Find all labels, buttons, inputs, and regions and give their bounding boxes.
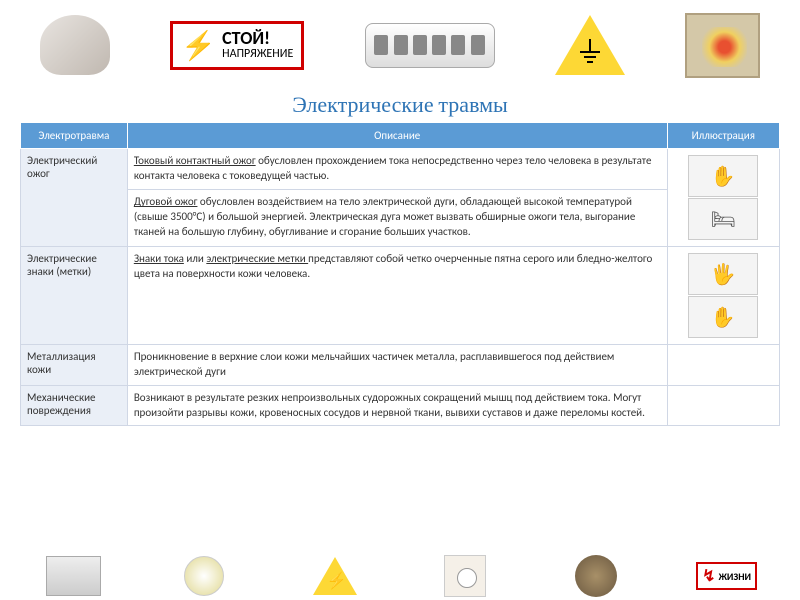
round-plug-image <box>174 555 234 597</box>
table-row: Металлизация кожи Проникновение в верхни… <box>21 345 780 386</box>
page-title: Электрические травмы <box>0 90 800 122</box>
table-row: Электрические знаки (метки) Знаки тока и… <box>21 247 780 345</box>
junction-box-image <box>685 13 760 78</box>
power-strip-image <box>365 23 495 68</box>
table-body: Электрический ожог Токовый контактный ож… <box>21 149 780 426</box>
warning-triangle-small <box>305 555 365 597</box>
bolt-icon: ⚡ <box>181 28 216 63</box>
category-cell: Механические повреждения <box>21 385 128 426</box>
desc-cell: Знаки тока или электрические метки предс… <box>127 247 667 345</box>
danger-text: ЖИЗНИ <box>719 570 752 583</box>
illustration-thumb: ✋ <box>688 155 758 197</box>
header-image-strip: ⚡ СТОЙ! НАПРЯЖЕНИЕ <box>0 0 800 90</box>
outlet-image <box>435 555 495 597</box>
illus-cell: ✋ 🛏 <box>667 149 779 247</box>
stop-label: СТОЙ! <box>222 29 293 47</box>
desc-cell: Проникновение в верхние слои кожи мельча… <box>127 345 667 386</box>
category-cell: Электрический ожог <box>21 149 128 247</box>
injuries-table: Электротравма Описание Иллюстрация Элект… <box>20 122 780 426</box>
desc-cell: Дуговой ожог обусловлен воздействием на … <box>127 190 667 247</box>
illus-cell <box>667 345 779 386</box>
col-header-illus: Иллюстрация <box>667 123 779 149</box>
desc-cell: Возникают в результате резких непроизвол… <box>127 385 667 426</box>
illus-cell <box>667 385 779 426</box>
illustration-thumb: ✋ <box>688 296 758 338</box>
footer-image-strip: ↯ ЖИЗНИ <box>0 552 800 600</box>
col-header-desc: Описание <box>127 123 667 149</box>
down-bolt-icon: ↯ <box>702 566 715 586</box>
stop-sublabel: НАПРЯЖЕНИЕ <box>222 47 293 61</box>
cable-roll-image <box>566 555 626 597</box>
hairdryer-image <box>40 15 110 75</box>
category-cell: Электрические знаки (метки) <box>21 247 128 345</box>
table-row: Электрический ожог Токовый контактный ож… <box>21 149 780 190</box>
category-cell: Металлизация кожи <box>21 345 128 386</box>
ground-icon <box>578 39 602 65</box>
col-header-type: Электротравма <box>21 123 128 149</box>
illustration-thumb: 🛏 <box>688 198 758 240</box>
illustration-thumb: 🖐 <box>688 253 758 295</box>
stop-voltage-sign: ⚡ СТОЙ! НАПРЯЖЕНИЕ <box>170 21 304 70</box>
desc-cell: Токовый контактный ожог обусловлен прохо… <box>127 149 667 190</box>
table-row: Механические повреждения Возникают в рез… <box>21 385 780 426</box>
table-row: Дуговой ожог обусловлен воздействием на … <box>21 190 780 247</box>
danger-life-sign: ↯ ЖИЗНИ <box>697 555 757 597</box>
illus-cell: 🖐 ✋ <box>667 247 779 345</box>
panel-image <box>43 555 103 597</box>
ground-warning-triangle <box>555 15 625 75</box>
